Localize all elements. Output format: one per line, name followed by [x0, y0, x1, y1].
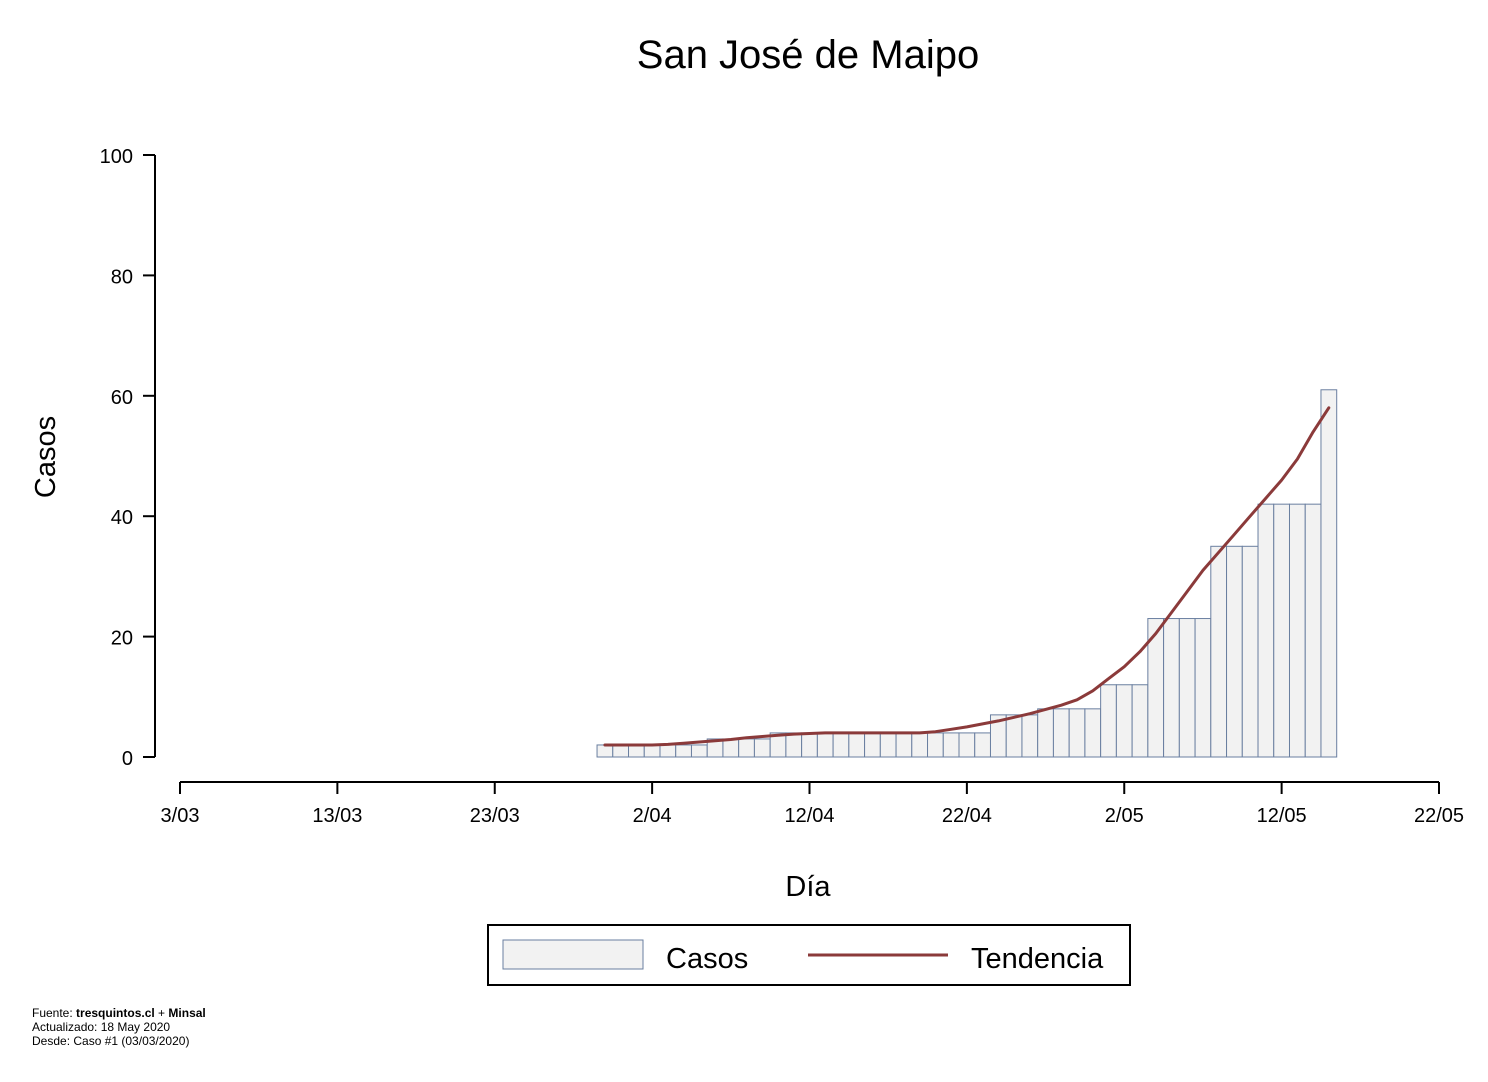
bar [596, 744, 614, 758]
footer-source-prefix: Fuente: [32, 1006, 77, 1020]
bar [1194, 618, 1212, 758]
footer-source: Fuente: tresquintos.cl + Minsal [32, 1006, 206, 1020]
bar [958, 732, 976, 758]
legend-swatch-casos [502, 939, 644, 970]
bar [816, 732, 834, 758]
bar [1037, 708, 1054, 758]
y-tick-label: 80 [111, 266, 133, 288]
bar [895, 732, 913, 758]
bar [722, 738, 740, 758]
bar [1304, 503, 1322, 758]
bar [612, 744, 630, 758]
y-tick-label: 40 [111, 507, 133, 529]
footer-source-site: tresquintos.cl [76, 1006, 155, 1020]
bar [1210, 545, 1228, 758]
bar [974, 732, 991, 758]
x-tick-label: 23/03 [470, 805, 520, 827]
bar [864, 732, 881, 758]
bar [1163, 618, 1180, 758]
bar [1100, 684, 1117, 758]
bar [643, 744, 661, 758]
x-tick-label: 3/03 [161, 805, 200, 827]
bar [785, 732, 803, 758]
bar [1178, 618, 1196, 758]
bar [1115, 684, 1133, 758]
footer-source-plus: + [154, 1006, 169, 1020]
bar [927, 732, 944, 758]
bar [659, 744, 677, 758]
y-tick-label: 60 [111, 387, 133, 409]
bar [1068, 708, 1086, 758]
bar [753, 738, 771, 758]
trend-line [603, 406, 1331, 747]
bar [942, 732, 960, 758]
y-tick-label: 100 [100, 146, 133, 168]
x-axis-label: Día [785, 871, 831, 903]
legend-label-tendencia: Tendencia [971, 943, 1104, 975]
legend: Casos Tendencia [487, 924, 1131, 986]
bar [738, 738, 755, 758]
bar [1273, 503, 1290, 758]
bar [848, 732, 866, 758]
chart-title: San José de Maipo [637, 33, 979, 77]
bar [1131, 684, 1149, 758]
bar [690, 744, 708, 758]
x-tick-label: 12/05 [1257, 805, 1307, 827]
source-footer: Fuente: tresquintos.cl + Minsal Actualiz… [32, 1006, 206, 1048]
plot-area: 0 20 40 60 80 100 3/03 13/03 23/03 2/04 12/04 22/04… [100, 146, 1464, 827]
x-tick-label: 2/05 [1105, 805, 1144, 827]
x-tick-label: 12/04 [784, 805, 834, 827]
bar [1288, 503, 1306, 758]
footer-since: Desde: Caso #1 (03/03/2020) [32, 1034, 190, 1048]
bar [1005, 714, 1023, 758]
x-tick-label: 13/03 [312, 805, 362, 827]
bar [628, 744, 645, 758]
bar [675, 744, 692, 758]
bar [1226, 545, 1243, 758]
x-tick-label: 2/04 [633, 805, 672, 827]
y-axis-label: Casos [30, 416, 62, 498]
footer-updated: Actualizado: 18 May 2020 [32, 1020, 171, 1034]
bar [1052, 708, 1070, 758]
bar [911, 732, 929, 758]
x-tick-label: 22/04 [942, 805, 992, 827]
y-tick-label: 20 [111, 628, 133, 650]
legend-label-casos: Casos [666, 943, 748, 975]
footer-source-org: Minsal [168, 1006, 206, 1020]
x-tick-label: 22/05 [1414, 805, 1464, 827]
bar [879, 732, 897, 758]
bar [1320, 389, 1338, 758]
bar [832, 732, 850, 758]
bar [801, 732, 818, 758]
bar [1084, 708, 1102, 758]
bar [1257, 503, 1275, 758]
y-tick-label: 0 [122, 748, 133, 770]
bar [1241, 545, 1259, 758]
bar [1021, 714, 1039, 758]
